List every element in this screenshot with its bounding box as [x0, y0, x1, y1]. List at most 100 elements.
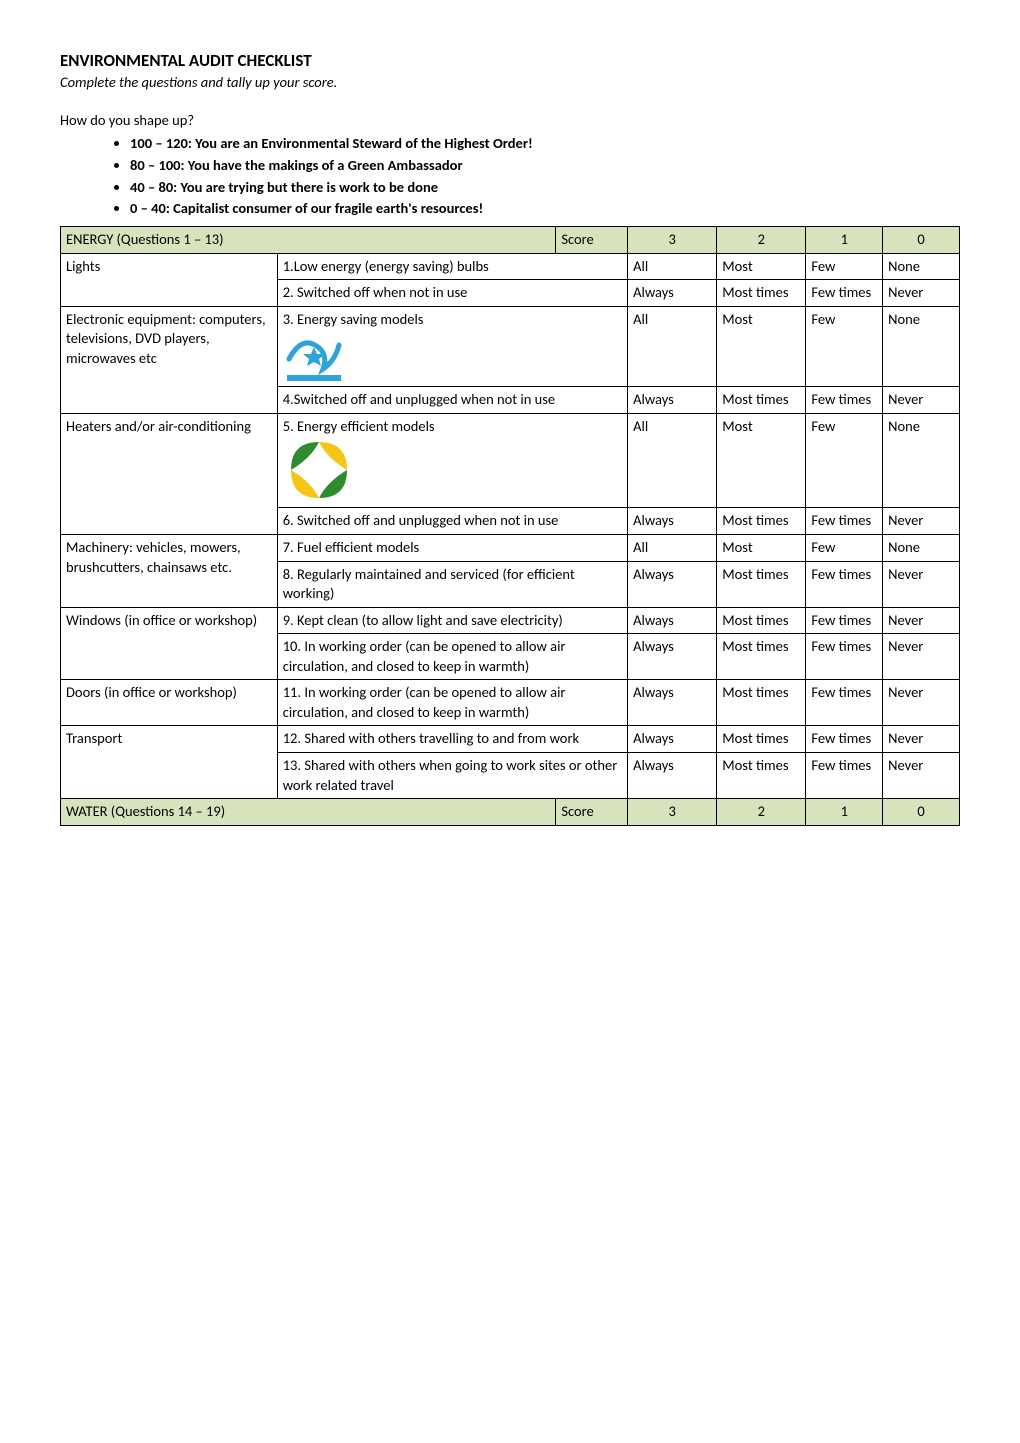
val-1: Few times: [806, 561, 883, 607]
val-1: Few times: [806, 753, 883, 799]
item-cell: 10. In working order (can be opened to a…: [277, 634, 627, 680]
val-0: Never: [883, 607, 960, 634]
val-0: None: [883, 253, 960, 280]
category-cell: Machinery: vehicles, mowers, brushcutter…: [61, 534, 278, 607]
category-cell: Electronic equipment: computers, televis…: [61, 306, 278, 413]
val-3: All: [628, 534, 717, 561]
category-cell: Transport: [61, 726, 278, 799]
item-text: 3. Energy saving models: [283, 310, 424, 328]
table-row: Machinery: vehicles, mowers, brushcutter…: [61, 534, 960, 561]
item-cell: 6. Switched off and unplugged when not i…: [277, 508, 627, 535]
val-3: All: [628, 306, 717, 387]
item-cell: 1.Low energy (energy saving) bulbs: [277, 253, 627, 280]
val-2: Most times: [717, 607, 806, 634]
val-1: Few times: [806, 680, 883, 726]
table-row: Windows (in office or workshop) 9. Kept …: [61, 607, 960, 634]
table-row: Transport 12. Shared with others travell…: [61, 726, 960, 753]
section-label: ENERGY (Questions 1 – 13): [61, 227, 556, 254]
val-1: Few: [806, 534, 883, 561]
item-cell: 9. Kept clean (to allow light and save e…: [277, 607, 627, 634]
score-band-item: 100 – 120: You are an Environmental Stew…: [130, 133, 960, 155]
intro-text: How do you shape up?: [60, 111, 960, 129]
score-band-item: 0 – 40: Capitalist consumer of our fragi…: [130, 198, 960, 220]
val-2: Most times: [717, 726, 806, 753]
table-row: Heaters and/or air-conditioning 5. Energ…: [61, 413, 960, 508]
val-1: Few times: [806, 387, 883, 414]
col-score-3: 3: [628, 799, 717, 826]
col-score-0: 0: [883, 227, 960, 254]
val-1: Few: [806, 413, 883, 508]
val-1: Few: [806, 306, 883, 387]
table-row: Doors (in office or workshop) 11. In wor…: [61, 680, 960, 726]
score-band-label: 80 – 100: You have the makings of a Gree…: [130, 156, 463, 174]
item-cell: 7. Fuel efficient models: [277, 534, 627, 561]
val-2: Most times: [717, 634, 806, 680]
val-0: Never: [883, 726, 960, 753]
val-0: Never: [883, 280, 960, 307]
item-cell: 12. Shared with others travelling to and…: [277, 726, 627, 753]
category-cell: Doors (in office or workshop): [61, 680, 278, 726]
val-2: Most times: [717, 753, 806, 799]
val-1: Few times: [806, 508, 883, 535]
audit-table: ENERGY (Questions 1 – 13) Score 3 2 1 0 …: [60, 226, 960, 826]
category-cell: Heaters and/or air-conditioning: [61, 413, 278, 534]
energy-leaf-icon: [283, 438, 355, 504]
val-2: Most times: [717, 280, 806, 307]
val-0: Never: [883, 387, 960, 414]
table-row: Lights 1.Low energy (energy saving) bulb…: [61, 253, 960, 280]
item-cell: 8. Regularly maintained and serviced (fo…: [277, 561, 627, 607]
val-2: Most: [717, 253, 806, 280]
col-score-2: 2: [717, 227, 806, 254]
val-0: Never: [883, 508, 960, 535]
val-3: Always: [628, 387, 717, 414]
score-band-label: 100 – 120: You are an Environmental Stew…: [130, 134, 533, 152]
val-0: Never: [883, 753, 960, 799]
item-cell: 11. In working order (can be opened to a…: [277, 680, 627, 726]
val-1: Few times: [806, 607, 883, 634]
val-3: Always: [628, 753, 717, 799]
val-3: Always: [628, 680, 717, 726]
val-2: Most times: [717, 680, 806, 726]
section-header-water: WATER (Questions 14 – 19) Score 3 2 1 0: [61, 799, 960, 826]
score-label: Score: [556, 799, 628, 826]
val-1: Few times: [806, 634, 883, 680]
section-header-energy: ENERGY (Questions 1 – 13) Score 3 2 1 0: [61, 227, 960, 254]
val-3: Always: [628, 280, 717, 307]
score-band-label: 0 – 40: Capitalist consumer of our fragi…: [130, 199, 483, 217]
category-cell: Windows (in office or workshop): [61, 607, 278, 680]
col-score-1: 1: [806, 227, 883, 254]
val-0: None: [883, 306, 960, 387]
val-2: Most: [717, 534, 806, 561]
val-2: Most times: [717, 561, 806, 607]
item-cell: 13. Shared with others when going to wor…: [277, 753, 627, 799]
val-1: Few times: [806, 280, 883, 307]
score-band-item: 80 – 100: You have the makings of a Gree…: [130, 155, 960, 177]
item-cell: 2. Switched off when not in use: [277, 280, 627, 307]
score-band-item: 40 – 80: You are trying but there is wor…: [130, 177, 960, 199]
section-label: WATER (Questions 14 – 19): [61, 799, 556, 826]
val-0: None: [883, 413, 960, 508]
val-3: All: [628, 413, 717, 508]
val-1: Few times: [806, 726, 883, 753]
val-3: Always: [628, 607, 717, 634]
val-3: Always: [628, 634, 717, 680]
val-2: Most times: [717, 387, 806, 414]
col-score-1: 1: [806, 799, 883, 826]
item-cell: 3. Energy saving models: [277, 306, 627, 387]
subtitle: Complete the questions and tally up your…: [60, 73, 960, 91]
item-cell: 4.Switched off and unplugged when not in…: [277, 387, 627, 414]
val-3: Always: [628, 561, 717, 607]
val-0: Never: [883, 561, 960, 607]
val-3: All: [628, 253, 717, 280]
score-band-label: 40 – 80: You are trying but there is wor…: [130, 178, 438, 196]
score-band-list: 100 – 120: You are an Environmental Stew…: [60, 133, 960, 220]
val-2: Most times: [717, 508, 806, 535]
val-3: Always: [628, 508, 717, 535]
col-score-2: 2: [717, 799, 806, 826]
score-label: Score: [556, 227, 628, 254]
energy-star-icon: [283, 331, 345, 383]
val-0: Never: [883, 680, 960, 726]
val-3: Always: [628, 726, 717, 753]
page-title: ENVIRONMENTAL AUDIT CHECKLIST: [60, 50, 960, 71]
category-cell: Lights: [61, 253, 278, 306]
